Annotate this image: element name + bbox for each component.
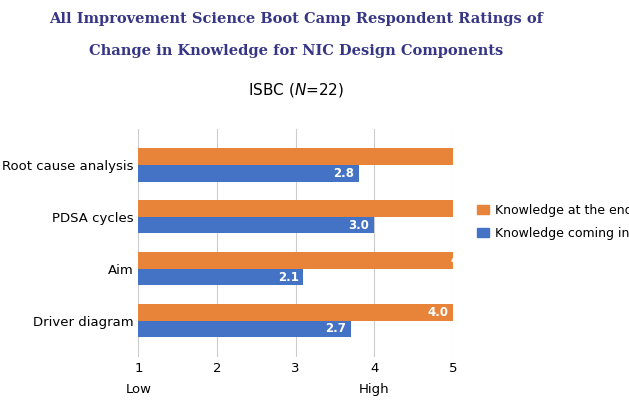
Legend: Knowledge at the end …, Knowledge coming in …: Knowledge at the end …, Knowledge coming… — [472, 199, 629, 245]
Text: 4.7: 4.7 — [482, 150, 503, 163]
Bar — [138, 217, 374, 233]
Text: Low: Low — [125, 383, 152, 396]
Bar — [138, 148, 508, 165]
Text: 4.0: 4.0 — [427, 306, 448, 319]
Text: High: High — [359, 383, 389, 396]
Text: 4.3: 4.3 — [451, 254, 472, 267]
Bar — [138, 320, 351, 337]
Bar — [138, 200, 484, 217]
Text: ISBC ($\it{N}$=22): ISBC ($\it{N}$=22) — [247, 81, 344, 99]
Text: 2.8: 2.8 — [333, 167, 353, 180]
Bar — [138, 304, 453, 320]
Text: 2.7: 2.7 — [325, 322, 346, 335]
Text: 4.4: 4.4 — [459, 202, 480, 215]
Text: 2.1: 2.1 — [278, 271, 299, 283]
Bar — [138, 269, 304, 286]
Text: All Improvement Science Boot Camp Respondent Ratings of: All Improvement Science Boot Camp Respon… — [48, 12, 543, 27]
Text: 3.0: 3.0 — [348, 219, 370, 232]
Text: Change in Knowledge for NIC Design Components: Change in Knowledge for NIC Design Compo… — [89, 44, 503, 58]
Bar — [138, 165, 359, 181]
Bar — [138, 252, 477, 269]
